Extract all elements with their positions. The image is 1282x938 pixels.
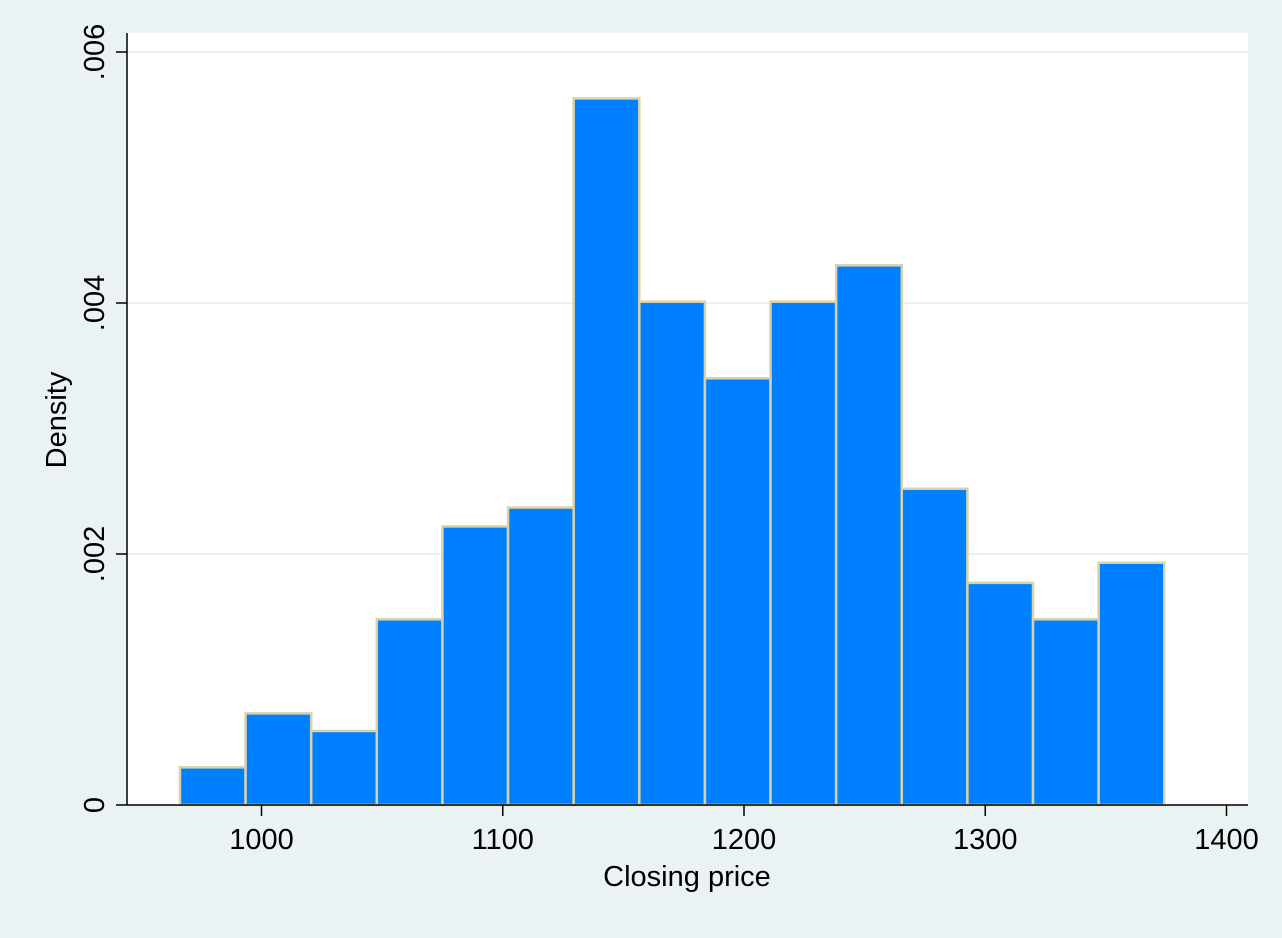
histogram-bar-7 [638, 300, 707, 807]
histogram-bar-11 [900, 487, 969, 807]
histogram-bars [178, 97, 1166, 807]
y-tick-label-0: 0 [79, 797, 111, 813]
y-tick-label-2: .004 [79, 275, 111, 331]
axes [126, 33, 1248, 806]
x-tick-label-3: 1300 [953, 824, 1018, 856]
histogram-bar-0 [178, 766, 247, 807]
y-tick-label-3: .006 [79, 24, 111, 80]
histogram-bar-5 [506, 506, 575, 807]
y-axis-label: Density [41, 371, 73, 468]
x-tick-label-2: 1200 [712, 824, 777, 856]
histogram-bar-1 [244, 712, 313, 807]
histogram-bar-4 [441, 525, 510, 807]
histogram-bar-3 [375, 618, 444, 807]
y-tick-label-1: .002 [79, 526, 111, 582]
histogram-bar-6 [572, 97, 641, 807]
x-axis-label: Closing price [603, 861, 771, 893]
x-tick-label-0: 1000 [229, 824, 294, 856]
histogram-bar-9 [769, 300, 838, 807]
histogram-bar-2 [309, 729, 379, 807]
tick-labels: 1000 1100 1200 1300 1400 0 .002 .004 .006 [79, 24, 1259, 856]
x-tick-label-1: 1100 [472, 824, 534, 856]
x-tick-label-4: 1400 [1194, 824, 1259, 856]
histogram-bar-12 [966, 581, 1035, 807]
histogram-bar-8 [703, 377, 772, 807]
histogram-bar-13 [1031, 618, 1100, 807]
histogram-bar-14 [1097, 561, 1166, 807]
histogram-bar-10 [834, 264, 904, 807]
